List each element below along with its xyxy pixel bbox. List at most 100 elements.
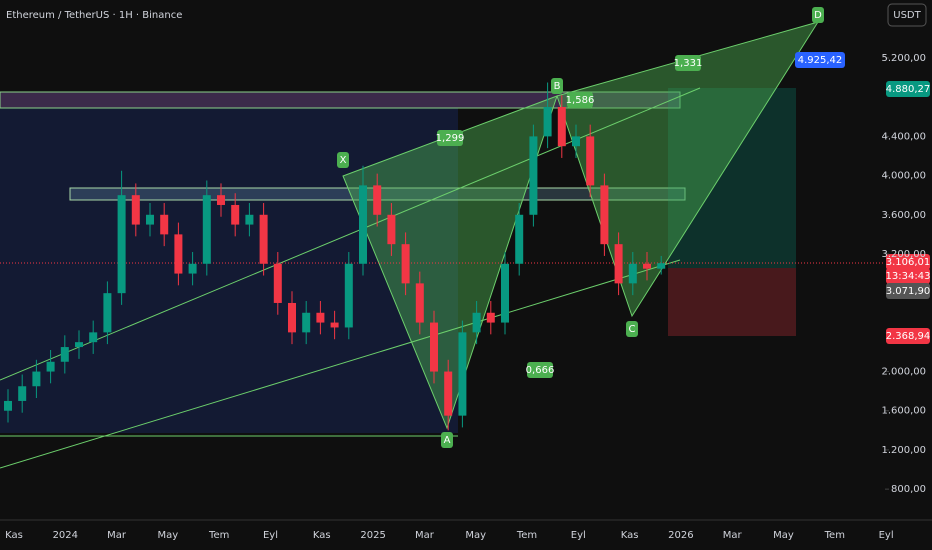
candle-body (75, 342, 83, 348)
candle-body (444, 371, 453, 416)
candle-body (572, 136, 580, 147)
x-tick-label: Mar (723, 530, 743, 541)
candle-body (18, 386, 27, 401)
x-tick-label: Eyl (263, 530, 278, 541)
candle-body (543, 106, 552, 137)
price-tag-bg (886, 328, 930, 344)
loss-zone (668, 268, 796, 336)
x-tick-label: Kas (313, 530, 331, 541)
candle-body (643, 263, 651, 269)
x-tick-label: May (158, 530, 179, 541)
candle-body (614, 244, 623, 284)
x-tick-label: Kas (621, 530, 639, 541)
x-tick-label: Eyl (571, 530, 586, 541)
pattern-point: B (554, 81, 561, 92)
y-tick-label: 3.600,00 (881, 210, 926, 221)
target-label-bg (795, 52, 845, 68)
pattern-point: D (814, 10, 822, 21)
x-tick-label: 2024 (53, 530, 78, 541)
ratio-label-bg (527, 362, 553, 378)
x-tick-label: Tem (208, 530, 229, 541)
trend-line (0, 87, 701, 381)
currency[interactable]: USDT (893, 10, 921, 21)
price-tag: 3.071,90 (886, 286, 931, 297)
countdown-bg (886, 268, 930, 284)
zone (0, 91, 681, 109)
x-tick-label: Tem (516, 530, 537, 541)
candle-body (131, 195, 140, 225)
ratio-label-bg (567, 92, 593, 108)
price-tag-bg (886, 283, 930, 299)
price-tag: 3.106,01 (886, 257, 931, 268)
x-tick-label: Mar (107, 530, 127, 541)
candle-body (259, 214, 268, 264)
pattern-point-bg (441, 432, 453, 448)
x-tick-label: 2025 (360, 530, 385, 541)
x-tick-label: May (773, 530, 794, 541)
candle-body (330, 322, 339, 328)
candle-body (529, 136, 538, 215)
y-tick-label: 4.000,00 (881, 171, 926, 182)
x-tick-label: Mar (415, 530, 435, 541)
pattern-point-bg (551, 78, 563, 94)
candle-body (302, 312, 311, 333)
candle-body (273, 263, 282, 303)
pattern-point: A (444, 435, 451, 446)
candle-body (103, 293, 112, 333)
candle-body (160, 214, 169, 235)
price-tag-bg (886, 81, 930, 97)
candle-body (174, 234, 183, 274)
candle-body (46, 361, 55, 372)
y-tick-label: 5.200,00 (881, 53, 926, 64)
candle-body (344, 263, 353, 328)
candle-body (288, 302, 296, 333)
candle-body (117, 195, 126, 294)
y-tick-label: 3.200,00 (881, 249, 926, 260)
pattern-point-bg (337, 152, 349, 168)
candle-body (32, 371, 41, 387)
candle-body (515, 214, 524, 264)
y-tick-label: 1.600,00 (881, 406, 926, 417)
candle-body (316, 312, 325, 323)
trend-line (0, 259, 681, 469)
candle-body (188, 263, 197, 274)
x-tick-label: 2026 (668, 530, 693, 541)
ratio-label-bg (437, 130, 463, 146)
ratio-label: 1,586 (566, 95, 595, 106)
candle-body (231, 204, 240, 225)
currency-box[interactable] (887, 3, 927, 27)
y-tick-label: 800,00 (891, 484, 926, 495)
symbol-title: Ethereum / TetherUS · 1H · Binance (6, 10, 182, 21)
candle-body (202, 195, 211, 264)
countdown: 13:34:43 (886, 271, 931, 282)
pattern-point-bg (812, 7, 824, 23)
ratio-label: 1,331 (674, 58, 703, 69)
pattern-point: C (629, 324, 636, 335)
y-tick-label: 1.200,00 (881, 445, 926, 456)
ratio-label-bg (675, 55, 701, 71)
candle-body (458, 332, 467, 416)
candle-body (89, 332, 98, 343)
candle-body (359, 185, 367, 264)
candle-body (245, 214, 254, 225)
x-tick-label: May (465, 530, 486, 541)
candle-body (415, 283, 424, 323)
pattern-point-bg (626, 321, 638, 337)
ratio-label: 1,299 (436, 133, 465, 144)
candle-body (387, 214, 396, 245)
y-tick-label: 2.000,00 (881, 367, 926, 378)
candle-body (486, 312, 495, 323)
candle-body (557, 106, 566, 147)
price-tag: 4.880,27 (886, 84, 931, 95)
candle-body (217, 195, 225, 205)
candle-body (146, 214, 154, 225)
pattern-point: X (340, 155, 347, 166)
candle-body (628, 263, 637, 284)
candle-body (4, 400, 12, 411)
y-tick-label: 4.400,00 (881, 131, 926, 142)
candle-body (430, 322, 438, 372)
target-label: 4.925,42 (798, 55, 843, 66)
x-tick-label: Eyl (879, 530, 894, 541)
